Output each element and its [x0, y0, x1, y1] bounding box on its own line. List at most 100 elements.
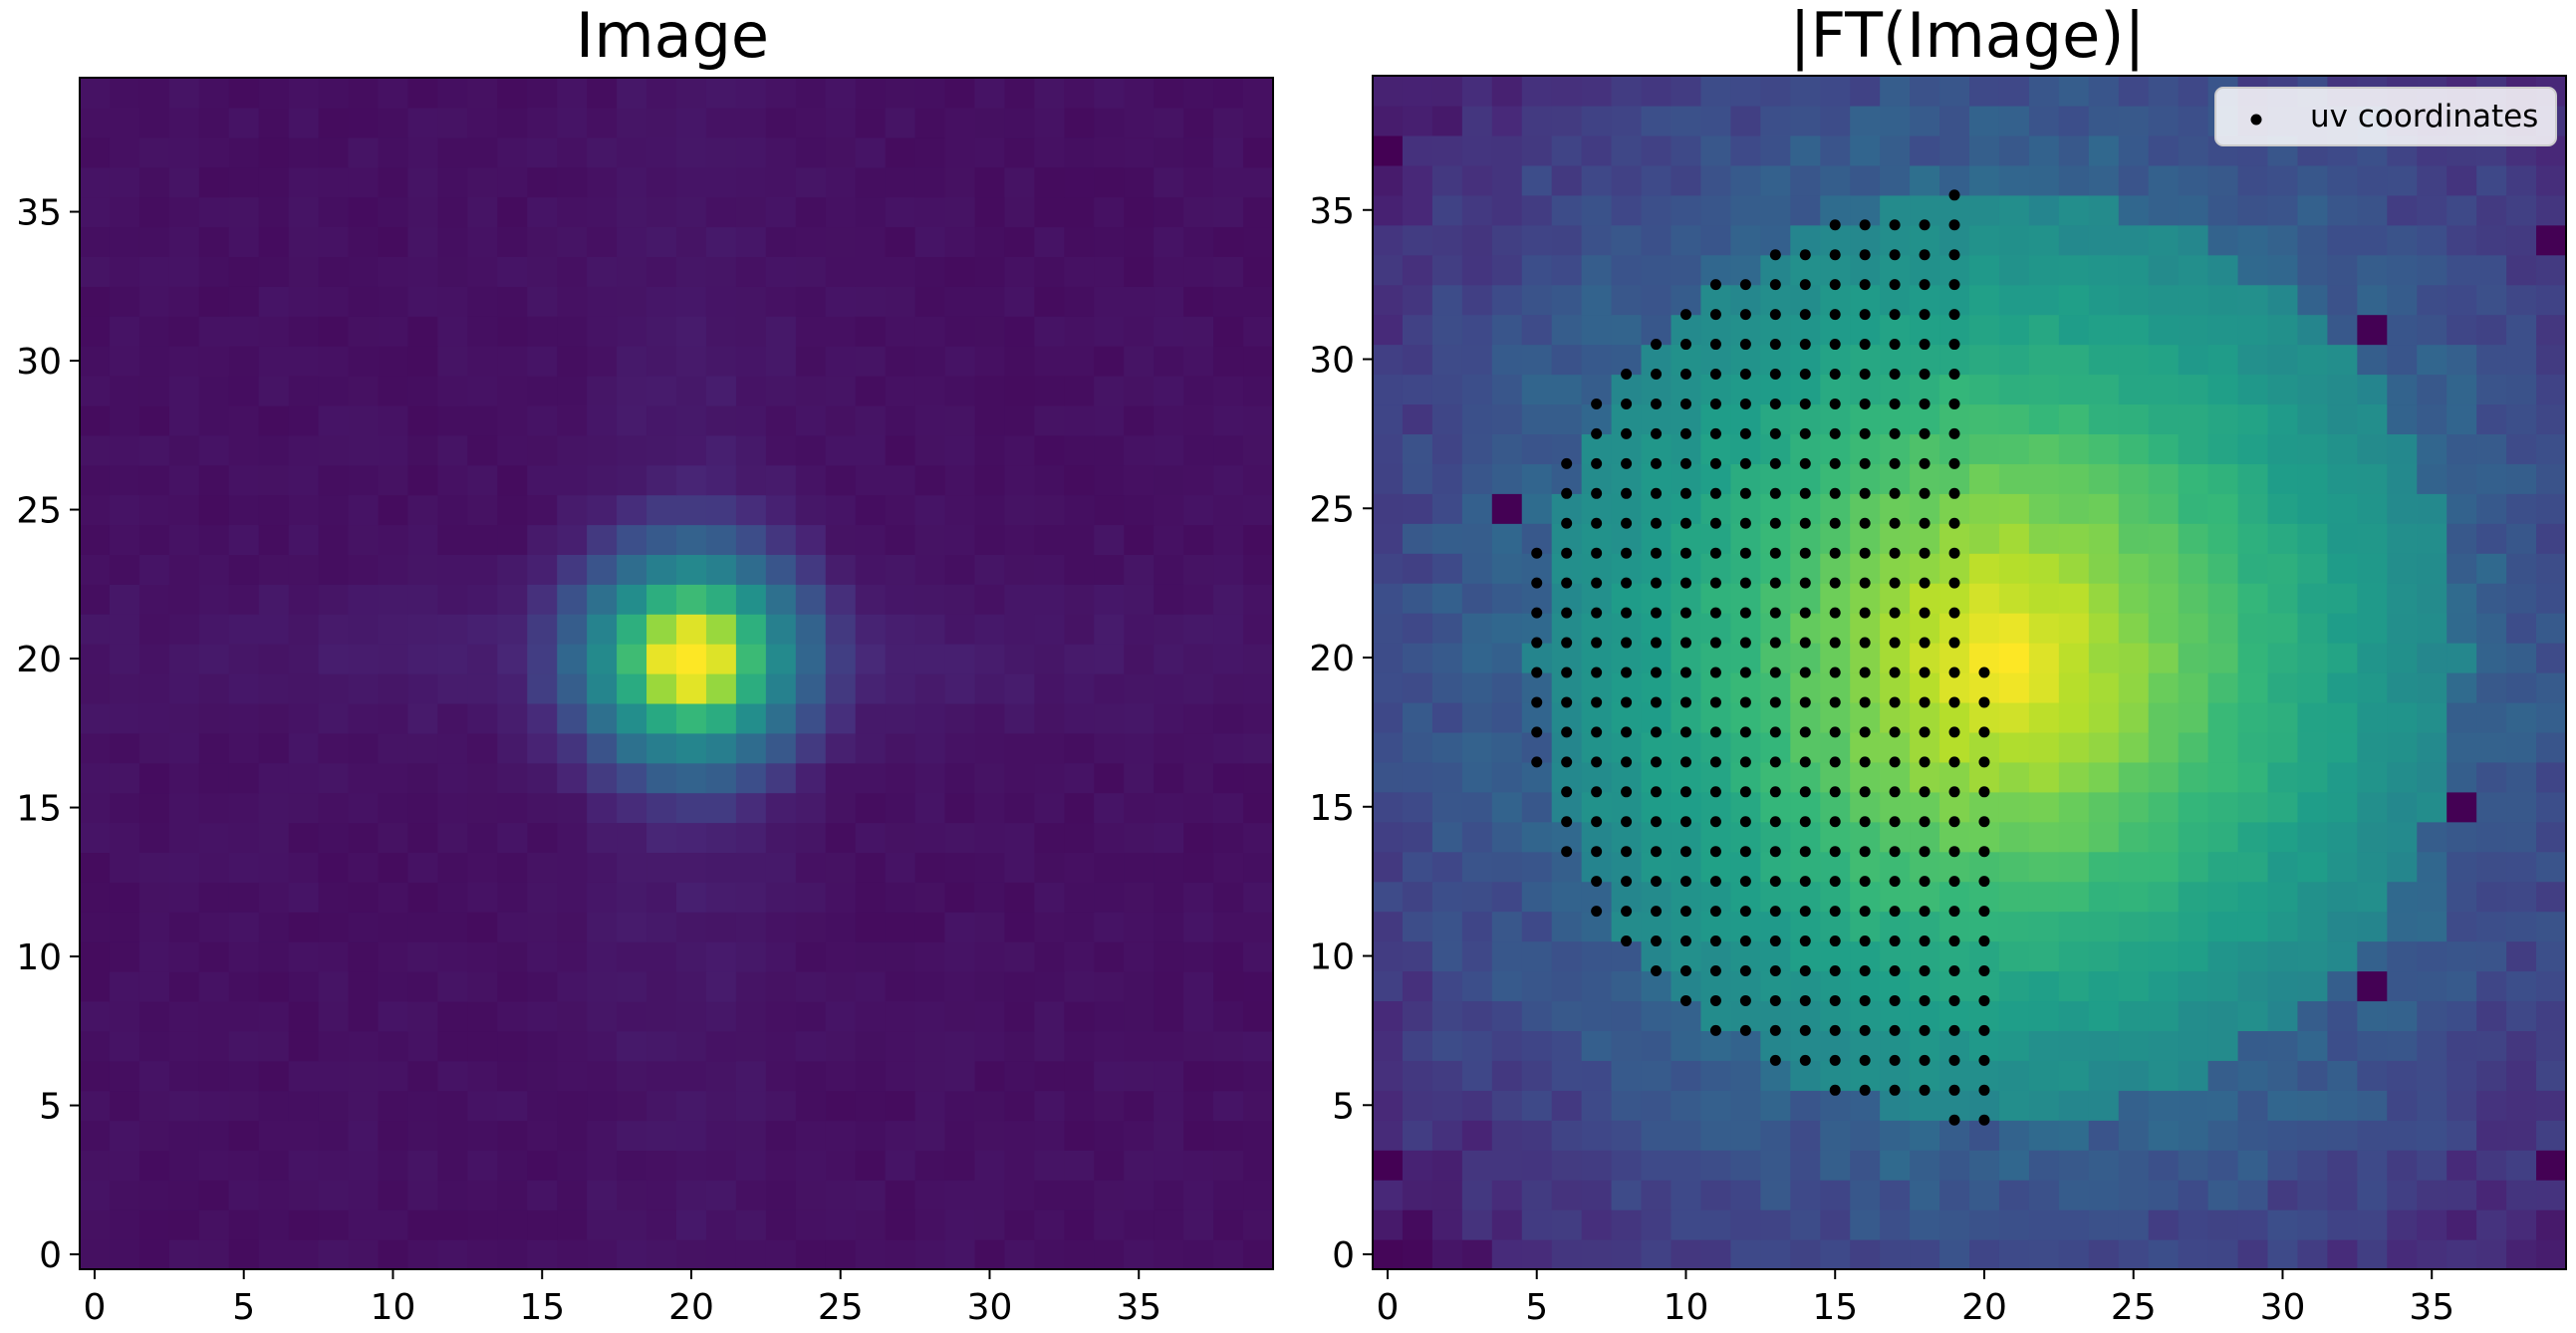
heatmap-cell [2536, 1180, 2567, 1210]
heatmap-cell [765, 673, 797, 704]
heatmap-cell [944, 1239, 976, 1270]
uv-point [1829, 816, 1841, 828]
heatmap-cell [2417, 970, 2447, 1002]
heatmap-cell [1402, 134, 1433, 166]
heatmap-cell [407, 762, 438, 794]
heatmap-cell [1551, 224, 1583, 256]
y-tick-label: 20 [1309, 639, 1355, 679]
heatmap-cell [587, 136, 618, 168]
heatmap-cell [795, 702, 827, 734]
heatmap-cell [855, 1000, 887, 1032]
heatmap-cell [318, 554, 350, 585]
heatmap-cell [318, 256, 350, 287]
heatmap-cell [80, 1090, 111, 1122]
heatmap-cell [1094, 852, 1125, 883]
uv-point [1709, 279, 1721, 291]
heatmap-cell [2357, 344, 2388, 376]
heatmap-cell [318, 732, 350, 764]
heatmap-cell [1431, 105, 1463, 136]
heatmap-cell [1243, 136, 1274, 168]
heatmap-cell [2387, 672, 2418, 703]
heatmap-cell [2447, 1000, 2477, 1031]
heatmap-cell [2207, 1180, 2239, 1210]
heatmap-cell [348, 256, 380, 287]
heatmap-cell [2028, 403, 2060, 434]
heatmap-cell [1213, 644, 1244, 674]
heatmap-cell [288, 822, 320, 853]
heatmap-cell [2357, 940, 2388, 972]
heatmap-cell [1461, 403, 1493, 434]
heatmap-cell [795, 1209, 827, 1240]
heatmap-cell [676, 107, 707, 138]
heatmap-cell [2297, 1120, 2328, 1151]
heatmap-cell [1124, 673, 1155, 704]
heatmap-cell [1124, 1060, 1155, 1092]
heatmap-cell [944, 912, 976, 942]
heatmap-cell [2357, 523, 2388, 554]
heatmap-cell [705, 376, 737, 406]
heatmap-cell [765, 286, 797, 317]
heatmap-cell [587, 256, 618, 287]
heatmap-cell [2148, 1120, 2180, 1151]
heatmap-cell [974, 376, 1006, 406]
heatmap-cell [2297, 970, 2328, 1002]
heatmap-cell [318, 196, 350, 228]
uv-point [1948, 219, 1960, 231]
heatmap-cell [467, 1030, 498, 1062]
heatmap-cell [168, 78, 200, 109]
heatmap-cell [228, 1239, 260, 1270]
heatmap-cell [676, 196, 707, 228]
heatmap-cell [407, 316, 438, 347]
uv-point [1591, 637, 1603, 649]
heatmap-cell [1094, 376, 1125, 406]
heatmap-cell [1373, 583, 1404, 614]
heatmap-cell [1641, 284, 1673, 316]
heatmap-cell [378, 226, 409, 257]
heatmap-cell [795, 136, 827, 168]
heatmap-cell [676, 971, 707, 1002]
uv-point [1679, 309, 1691, 321]
heatmap-cell [1064, 376, 1095, 406]
heatmap-cell [527, 1060, 558, 1092]
heatmap-cell [168, 107, 200, 138]
heatmap-cell [825, 912, 857, 942]
heatmap-cell [2447, 403, 2477, 434]
uv-point [1889, 1024, 1901, 1036]
heatmap-cell [587, 644, 618, 674]
heatmap-cell [1790, 105, 1821, 136]
heatmap-cell [168, 376, 200, 406]
heatmap-cell [1998, 463, 2030, 494]
heatmap-cell [795, 346, 827, 377]
heatmap-cell [168, 762, 200, 794]
heatmap-cell [825, 1180, 857, 1210]
heatmap-cell [2267, 493, 2299, 524]
heatmap-cell [944, 732, 976, 764]
heatmap-cell [1998, 821, 2030, 853]
heatmap-cell [825, 971, 857, 1002]
heatmap-cell [1183, 1000, 1214, 1032]
heatmap-cell [348, 762, 380, 794]
heatmap-cell [1402, 1120, 1433, 1151]
heatmap-cell [2178, 105, 2209, 136]
heatmap-cell [1094, 941, 1125, 972]
heatmap-cell [318, 524, 350, 555]
heatmap-cell [348, 494, 380, 526]
heatmap-cell [1521, 1150, 1553, 1181]
heatmap-cell [557, 136, 588, 168]
heatmap-cell [1521, 851, 1553, 883]
heatmap-cell [1034, 1180, 1065, 1210]
heatmap-cell [1521, 911, 1553, 942]
heatmap-cell [795, 673, 827, 704]
heatmap-cell [1064, 792, 1095, 824]
uv-point [1679, 756, 1691, 768]
heatmap-cell [1373, 433, 1404, 464]
uv-point [1889, 756, 1901, 768]
heatmap-cell [2237, 1209, 2269, 1240]
heatmap-cell [587, 792, 618, 824]
heatmap-cell [168, 346, 200, 377]
heatmap-cell [1064, 554, 1095, 585]
heatmap-cell [288, 882, 320, 913]
heatmap-cell [1491, 164, 1523, 196]
heatmap-cell [1700, 1150, 1731, 1181]
heatmap-cell [318, 644, 350, 674]
